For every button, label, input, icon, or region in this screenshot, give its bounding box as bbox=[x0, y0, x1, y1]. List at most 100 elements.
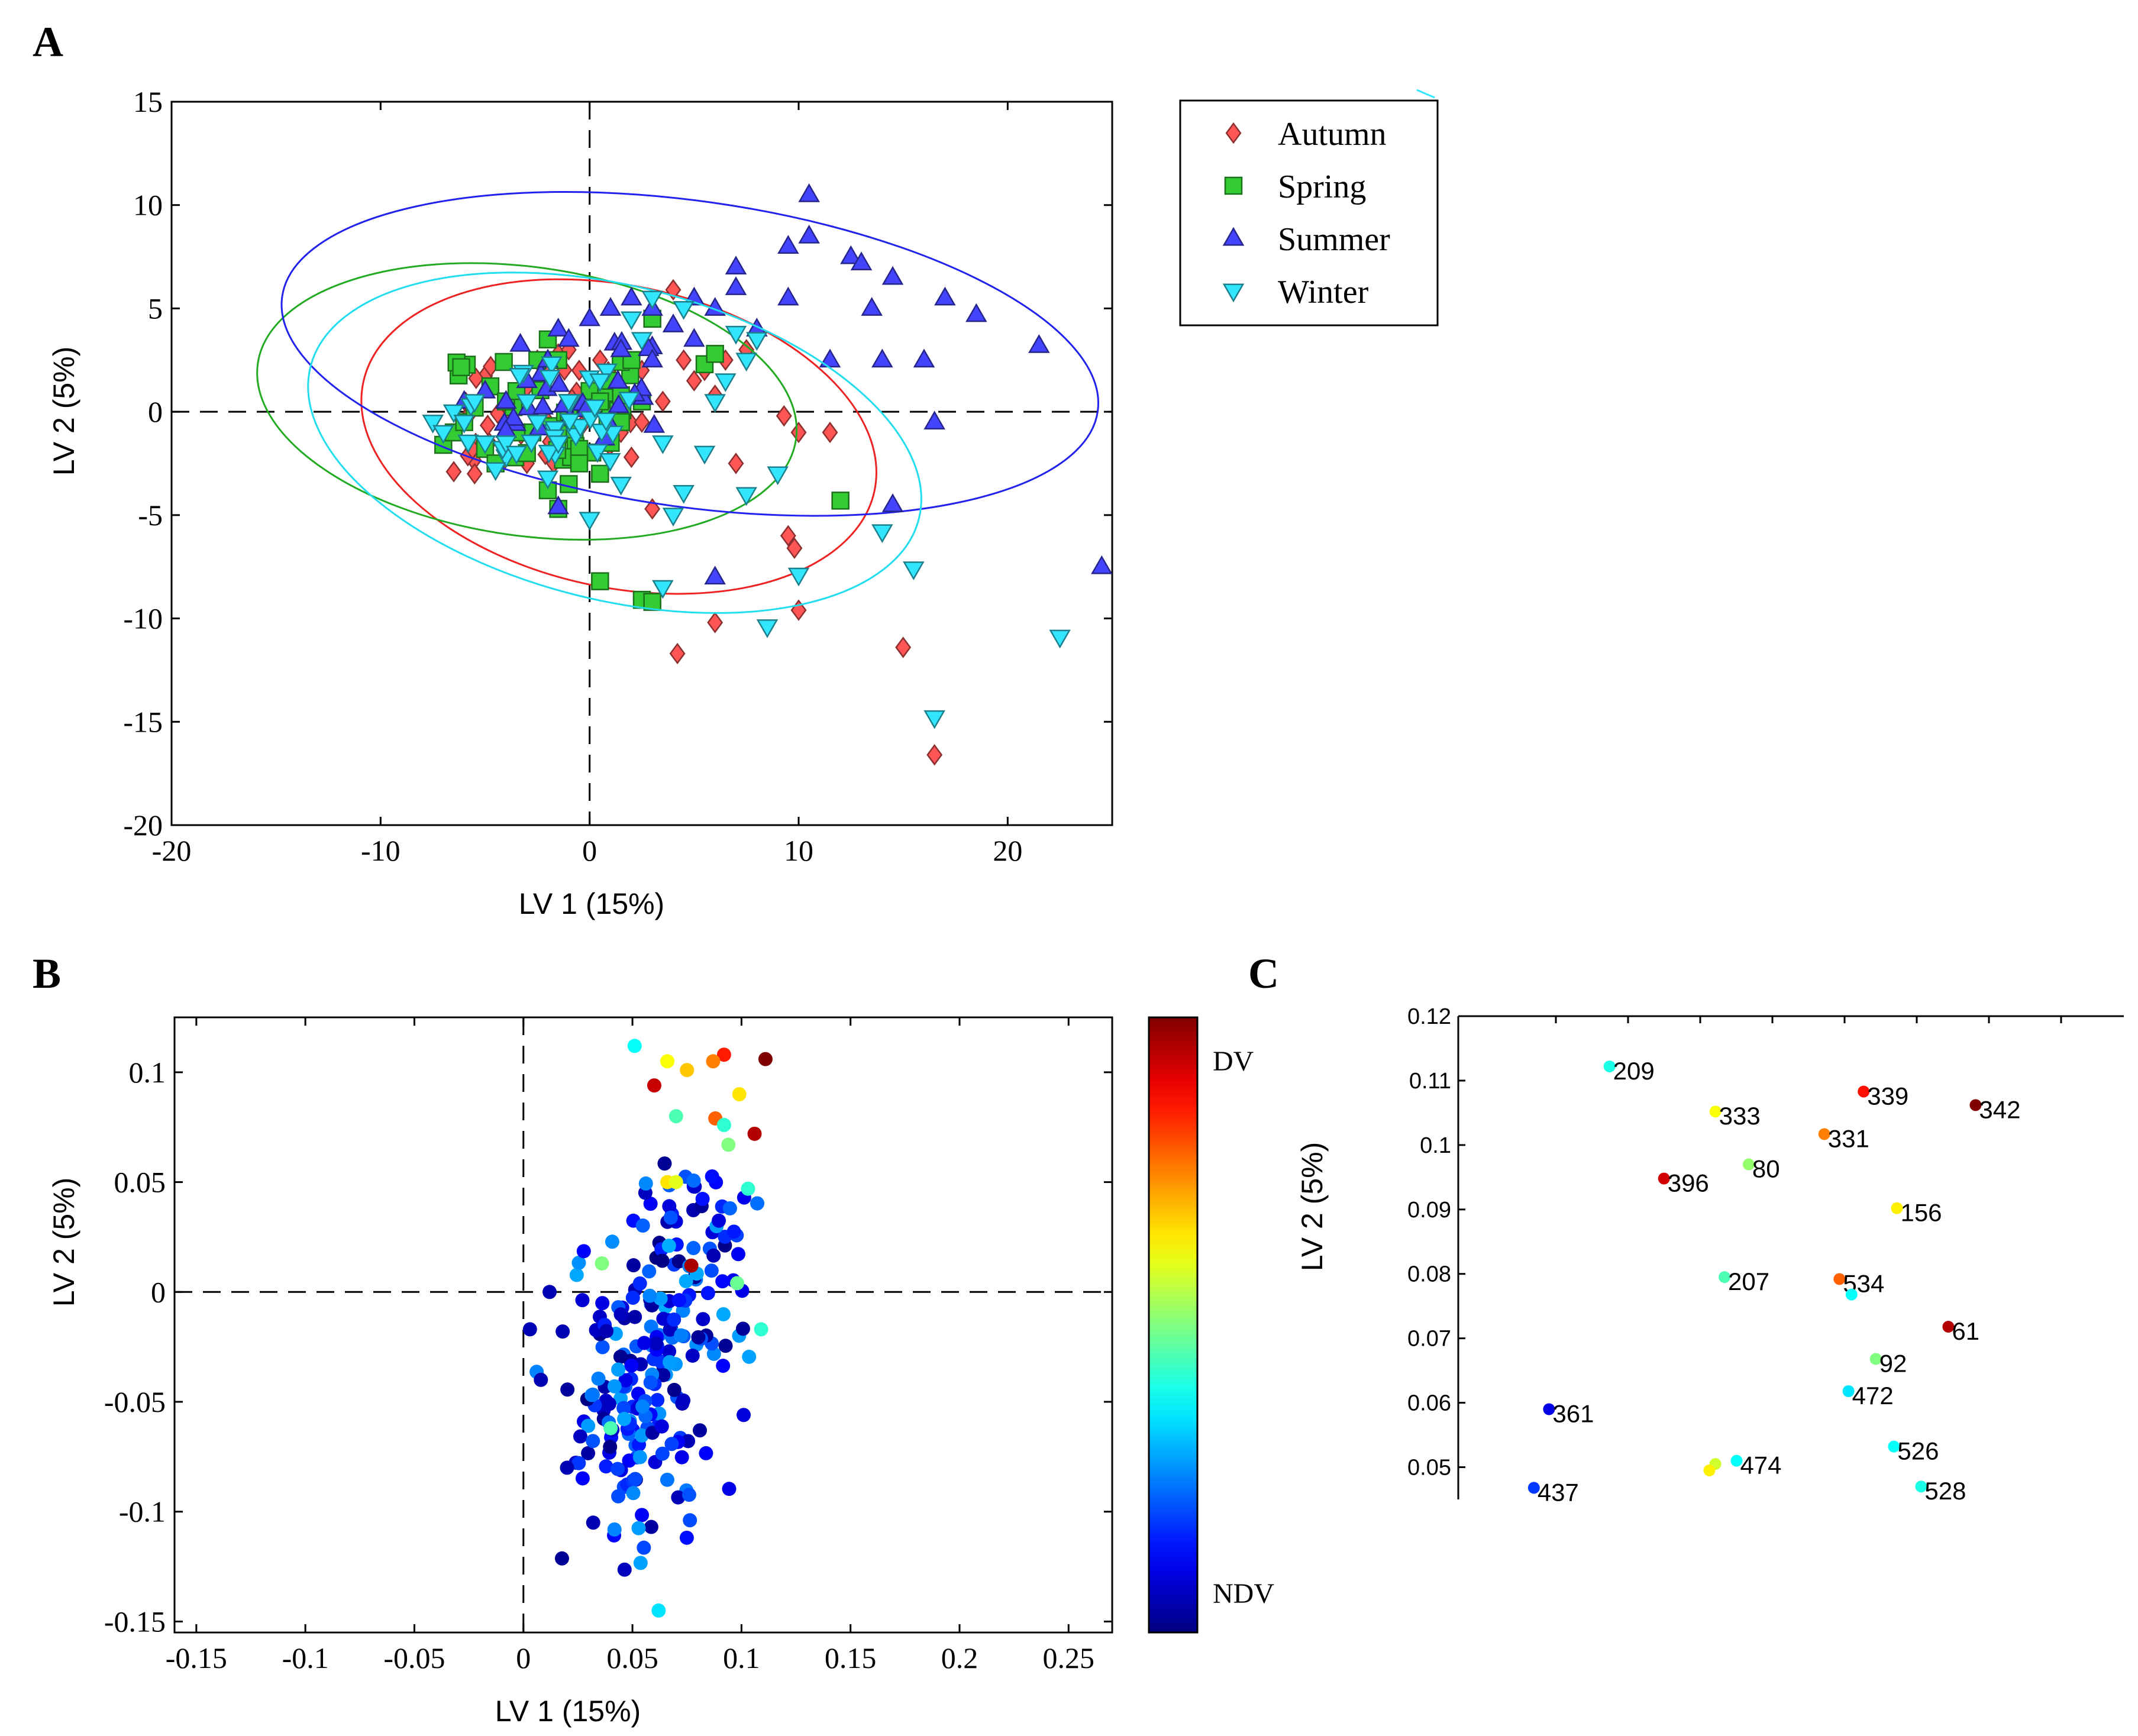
panel-a-point-summer bbox=[599, 297, 622, 316]
panel-a-point-summer bbox=[871, 348, 893, 368]
panel-c-point bbox=[1818, 1128, 1830, 1140]
panel-c-point-label: 342 bbox=[1979, 1095, 2020, 1123]
panel-a-point-winter bbox=[474, 435, 496, 454]
panel-a-point-winter bbox=[453, 415, 475, 434]
panel-a-point-autumn bbox=[707, 612, 724, 633]
panel-a-point-summer bbox=[662, 313, 684, 332]
panel-a-point-winter bbox=[756, 619, 779, 638]
panel-a-point-winter bbox=[527, 415, 548, 434]
panel-b-point bbox=[742, 1349, 757, 1364]
panel-a-point-summer bbox=[840, 245, 862, 264]
panel-b-point bbox=[722, 1201, 737, 1215]
panel-a-legend-marker-autumn bbox=[1225, 122, 1242, 144]
panel-a-point-winter bbox=[505, 445, 528, 465]
panel-b-point bbox=[554, 1551, 569, 1566]
panel-b-point bbox=[644, 1520, 658, 1534]
panel-c-point bbox=[1703, 1464, 1716, 1476]
panel-b-point bbox=[632, 1450, 647, 1465]
panel-b-point bbox=[667, 1382, 682, 1397]
panel-b-point bbox=[613, 1307, 628, 1322]
panel-b-point bbox=[585, 1387, 600, 1402]
panel-a-point-winter bbox=[586, 444, 609, 463]
panel-b-xtick-label: 0.1 bbox=[723, 1641, 760, 1674]
panel-c-point-label: 92 bbox=[1879, 1350, 1907, 1378]
panel-a-point-summer bbox=[547, 495, 569, 515]
panel-a-point-summer bbox=[532, 396, 554, 415]
panel-c-ylabel: LV 2 (5%) bbox=[1296, 1142, 1329, 1272]
panel-a-point-summer bbox=[934, 286, 956, 306]
panel-a-point-winter bbox=[652, 580, 674, 599]
panel-b-point bbox=[571, 1255, 586, 1270]
panel-a-point-summer bbox=[725, 276, 747, 295]
panel-c-point bbox=[1969, 1099, 1982, 1111]
panel-a-ellipse-winter bbox=[307, 271, 922, 614]
panel-b-point-highlight bbox=[595, 1256, 609, 1271]
panel-b-point bbox=[642, 1288, 657, 1303]
panel-b-point bbox=[656, 1368, 671, 1382]
panel-a-point-summer bbox=[913, 348, 935, 368]
panel-a-point-autumn bbox=[644, 498, 661, 520]
panel-b-point bbox=[633, 1556, 648, 1570]
panel-a-point-winter bbox=[443, 404, 465, 424]
panel-b-point bbox=[696, 1312, 710, 1327]
panel-b-point bbox=[611, 1462, 625, 1476]
panel-b-point-highlight bbox=[668, 1109, 683, 1124]
panel-b-point bbox=[586, 1515, 600, 1530]
panel-a-legend-marker-winter bbox=[1222, 283, 1245, 303]
panel-a-point-winter bbox=[735, 353, 757, 372]
panel-c-ytick-label: 0.1 bbox=[1420, 1133, 1451, 1158]
panel-a-legend-label-autumn: Autumn bbox=[1278, 116, 1387, 153]
panel-a-point-spring bbox=[706, 345, 724, 363]
panel-b-point bbox=[635, 1508, 650, 1522]
panel-b-ytick-label: 0.05 bbox=[114, 1166, 166, 1199]
panel-a-point-winter bbox=[631, 332, 653, 351]
panel-a-point-winter bbox=[457, 434, 479, 454]
panel-a-point-spring bbox=[591, 464, 609, 483]
panel-b-point-highlight bbox=[741, 1181, 755, 1196]
panel-a-point-winter bbox=[715, 373, 737, 393]
panel-a-point-summer bbox=[704, 565, 726, 585]
panel-b-point bbox=[581, 1418, 596, 1433]
panel-a-point-winter bbox=[618, 392, 640, 411]
panel-a-point-winter bbox=[621, 311, 642, 331]
panel-a-point-summer bbox=[502, 407, 525, 426]
panel-b-point-highlight bbox=[730, 1276, 744, 1291]
panel-b-point bbox=[716, 1359, 731, 1373]
panel-a-point-winter bbox=[584, 399, 606, 418]
panel-b-point bbox=[671, 1293, 686, 1308]
panel-b-point bbox=[626, 1486, 641, 1501]
panel-a-legend-label-summer: Summer bbox=[1278, 221, 1390, 258]
panel-a-ytick-label: 15 bbox=[133, 85, 163, 118]
panel-b-point bbox=[560, 1460, 574, 1475]
panel-c-point bbox=[1869, 1353, 1882, 1365]
panel-a-point-autumn bbox=[786, 537, 803, 559]
panel-a-ytick-label: 0 bbox=[148, 395, 163, 428]
panel-letter-a: A bbox=[33, 18, 63, 66]
panel-b-point bbox=[628, 1310, 642, 1324]
panel-a-point-spring bbox=[570, 454, 589, 473]
panel-a-point-autumn bbox=[776, 405, 792, 427]
panel-b-point bbox=[655, 1446, 670, 1461]
panel-a-point-summer bbox=[621, 286, 642, 306]
panel-b-xtick-label: 0.25 bbox=[1043, 1641, 1095, 1674]
panel-a-point-winter bbox=[521, 434, 542, 454]
panel-c-ytick-label: 0.11 bbox=[1409, 1069, 1451, 1094]
panel-b-point-highlight bbox=[758, 1052, 773, 1066]
panel-b-point bbox=[731, 1247, 745, 1262]
panel-b-point bbox=[674, 1450, 689, 1465]
panel-b-point bbox=[618, 1373, 633, 1388]
panel-b-xtick-label: -0.1 bbox=[282, 1641, 329, 1674]
panel-a-point-winter bbox=[871, 524, 893, 544]
panel-a-point-summer bbox=[608, 394, 630, 413]
panel-a-point-winter bbox=[746, 332, 768, 351]
panel-a-xtick-label: 10 bbox=[784, 834, 813, 867]
panel-a-series-winter bbox=[307, 271, 1071, 729]
panel-b-point-highlight bbox=[680, 1063, 695, 1078]
panel-c-ytick-label: 0.08 bbox=[1407, 1262, 1451, 1287]
panel-a-ytick-label: 5 bbox=[148, 292, 163, 325]
panel-a-xlabel: LV 1 (15%) bbox=[519, 887, 664, 920]
panel-a-point-summer bbox=[683, 328, 705, 347]
panel-b-point bbox=[599, 1459, 613, 1474]
panel-b-point bbox=[686, 1241, 701, 1256]
panel-b-point bbox=[595, 1296, 610, 1311]
